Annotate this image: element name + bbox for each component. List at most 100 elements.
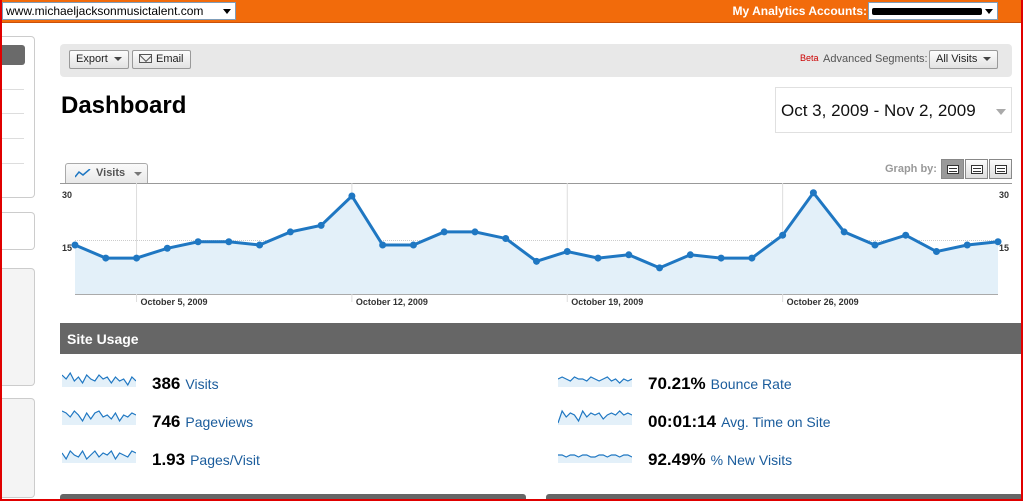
data-point[interactable] [625, 251, 633, 259]
sparkline-icon [62, 449, 136, 463]
data-point[interactable] [286, 228, 294, 236]
line-chart-icon [75, 169, 91, 178]
metric-select-label: Visits [96, 167, 126, 179]
calendar-icon [947, 165, 959, 174]
top-bar: www.michaeljacksonmusictalent.com My Ana… [0, 0, 1023, 23]
page-title: Dashboard [61, 92, 187, 119]
sidebar-divider [0, 138, 24, 139]
data-point[interactable] [902, 231, 910, 239]
site-usage-header: Site Usage [60, 323, 1023, 354]
beta-badge: Beta [800, 53, 819, 63]
chevron-down-icon [996, 109, 1006, 115]
toolbar: Export Email Beta Advanced Segments: All… [60, 44, 1012, 77]
chevron-down-icon [113, 57, 122, 62]
stat-link[interactable]: Pageviews [185, 414, 254, 430]
data-point[interactable] [994, 238, 1002, 246]
data-point[interactable] [594, 254, 602, 262]
x-tick-label: October 19, 2009 [571, 297, 643, 307]
sidebar-panel[interactable] [0, 212, 35, 250]
data-point[interactable] [748, 254, 756, 262]
sidebar-item-selected[interactable] [0, 45, 25, 65]
data-point[interactable] [225, 238, 233, 246]
segment-select[interactable]: All Visits [929, 50, 999, 69]
stat-link[interactable]: Pages/Visit [190, 452, 260, 468]
data-point[interactable] [656, 264, 664, 272]
y-tick-label-left: 15 [62, 243, 72, 253]
chevron-down-icon [134, 172, 142, 176]
data-point[interactable] [133, 254, 141, 262]
sparkline-icon [558, 376, 632, 387]
email-label: Email [156, 53, 184, 65]
sparkline-icon [62, 371, 136, 387]
export-button[interactable]: Export [69, 50, 129, 69]
sidebar-panel [0, 398, 35, 498]
graph-by-label: Graph by: [885, 163, 937, 175]
stat-value: 00:01:14 Avg. Time on Site [648, 412, 831, 431]
sidebar-panel [0, 268, 35, 386]
data-point[interactable] [840, 228, 848, 236]
panel-header [546, 494, 1023, 501]
metric-select[interactable]: Visits [65, 163, 148, 183]
data-point[interactable] [563, 248, 571, 256]
data-point[interactable] [779, 231, 787, 239]
data-point[interactable] [317, 221, 325, 229]
export-label: Export [76, 53, 108, 65]
sidebar-nav-panel [0, 36, 35, 198]
data-point[interactable] [348, 192, 356, 200]
data-point[interactable] [686, 251, 694, 259]
graph-by-week-button[interactable] [965, 159, 988, 179]
site-usage-title: Site Usage [67, 331, 139, 347]
data-point[interactable] [533, 257, 540, 265]
x-tick-label: October 26, 2009 [787, 297, 859, 307]
email-button[interactable]: Email [132, 50, 191, 69]
date-range-value: Oct 3, 2009 - Nov 2, 2009 [781, 101, 976, 120]
site-select-value: www.michaeljacksonmusictalent.com [6, 4, 204, 18]
calendar-icon [995, 165, 1007, 174]
accounts-select[interactable] [868, 2, 998, 20]
date-range-picker[interactable]: Oct 3, 2009 - Nov 2, 2009 [775, 87, 1012, 133]
graph-by-day-button[interactable] [941, 159, 964, 179]
data-point[interactable] [163, 244, 171, 252]
data-point[interactable] [717, 254, 725, 262]
stat-link[interactable]: % New Visits [710, 452, 793, 468]
chevron-down-icon [983, 57, 992, 62]
sidebar-divider [0, 163, 24, 164]
stat-value: 70.21% Bounce Rate [648, 374, 792, 393]
calendar-icon [971, 165, 983, 174]
stat-link[interactable]: Avg. Time on Site [721, 414, 831, 430]
y-tick-label-left: 30 [62, 190, 72, 200]
data-point[interactable] [409, 241, 417, 249]
data-point[interactable] [871, 241, 879, 249]
data-point[interactable] [379, 241, 387, 249]
stat-value: 92.49%% New Visits [648, 450, 793, 469]
visits-chart: 30 15 30 15 October 5, 2009 October 12, 2… [60, 183, 1012, 307]
sidebar [0, 36, 36, 498]
sparkline-icon [558, 454, 632, 463]
y-tick-label-right: 30 [999, 190, 1009, 200]
y-tick-label-right: 15 [999, 243, 1009, 253]
data-point[interactable] [502, 234, 510, 242]
site-select[interactable]: www.michaeljacksonmusictalent.com [2, 2, 236, 20]
segment-value: All Visits [936, 53, 978, 65]
sidebar-divider [0, 113, 24, 114]
data-point[interactable] [256, 241, 264, 249]
data-point[interactable] [71, 241, 79, 249]
mail-icon [139, 54, 152, 63]
redacted-account [872, 8, 982, 15]
graph-by-month-button[interactable] [989, 159, 1012, 179]
data-point[interactable] [471, 228, 479, 236]
accounts-label: My Analytics Accounts: [732, 4, 867, 18]
sparkline-icon [62, 410, 136, 425]
advanced-segments-label: Advanced Segments: [823, 53, 928, 65]
data-point[interactable] [102, 254, 110, 262]
chevron-down-icon [223, 9, 231, 14]
sparkline-icon [558, 409, 632, 425]
data-point[interactable] [809, 189, 817, 197]
data-point[interactable] [440, 228, 448, 236]
data-point[interactable] [194, 238, 202, 246]
stat-link[interactable]: Visits [185, 376, 219, 392]
chevron-down-icon [985, 9, 993, 14]
data-point[interactable] [932, 248, 940, 256]
data-point[interactable] [963, 241, 971, 249]
stat-link[interactable]: Bounce Rate [710, 376, 792, 392]
